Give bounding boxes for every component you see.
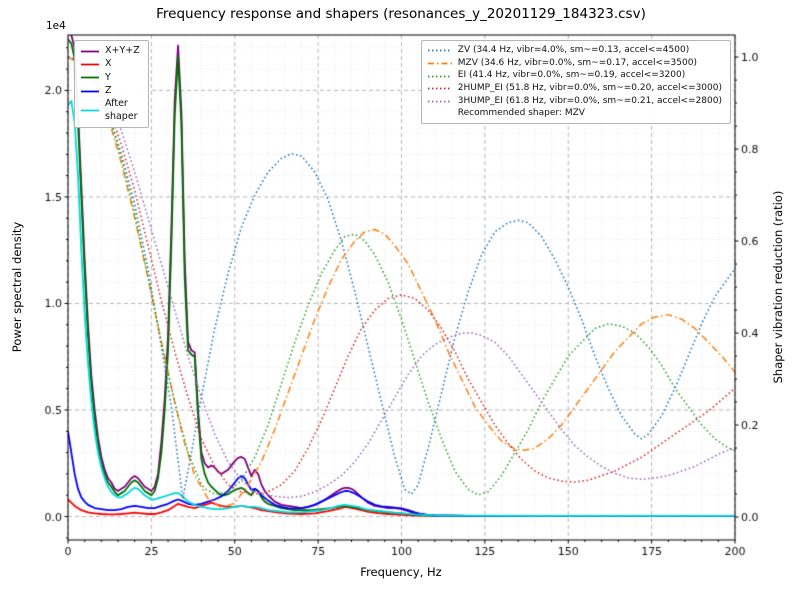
legend-line-sample-icon (427, 62, 452, 65)
legend-line-sample-icon (427, 75, 452, 78)
legend-label: After shaper (105, 98, 138, 122)
legend-line-sample-icon (81, 90, 99, 93)
legend-line-sample-icon (81, 77, 99, 79)
legend-line-sample-icon (427, 100, 452, 103)
recommended-shaper-text: Recommended shaper: MZV (457, 108, 585, 119)
legend-line-sample-icon (81, 109, 99, 112)
x-axis-label: Frequency, Hz (360, 565, 442, 579)
shaper-legend: ZV (34.4 Hz, vibr=4.0%, sm~=0.13, accel<… (420, 40, 731, 125)
legend-label: X+Y+Z (105, 45, 140, 56)
y-axis-left-label: Power spectral density (10, 221, 24, 353)
psd-legend: X+Y+Z X Y Z After shaper (74, 40, 149, 129)
legend-item: 2HUMP_EI (51.8 Hz, vibr=0.0%, sm~=0.20, … (427, 83, 722, 95)
legend-label: X (105, 58, 112, 70)
y-axis-offset-label: 1e4 (46, 20, 66, 32)
chart-title: Frequency response and shapers (resonanc… (156, 6, 646, 22)
legend-line-sample-icon (81, 50, 99, 53)
legend-label: MZV (34.6 Hz, vibr=0.0%, sm~=0.17, accel… (457, 57, 697, 68)
legend-item: After shaper (80, 98, 140, 123)
legend-line-sample-icon (427, 49, 452, 52)
legend-label: ZV (34.4 Hz, vibr=4.0%, sm~=0.13, accel<… (457, 45, 690, 55)
legend-item: ZV (34.4 Hz, vibr=4.0%, sm~=0.13, accel<… (427, 45, 722, 57)
legend-label: Y (105, 71, 111, 83)
legend-item: MZV (34.6 Hz, vibr=0.0%, sm~=0.17, accel… (427, 58, 722, 70)
legend-label: EI (41.4 Hz, vibr=0.0%, sm~=0.19, accel<… (457, 70, 686, 81)
legend-label: Z (105, 85, 112, 97)
legend-item: EI (41.4 Hz, vibr=0.0%, sm~=0.19, accel<… (427, 70, 722, 82)
legend-label: 3HUMP_EI (61.8 Hz, vibr=0.0%, sm~=0.21, … (457, 95, 722, 106)
legend-item: Y (80, 72, 140, 84)
legend-label: 2HUMP_EI (51.8 Hz, vibr=0.0%, sm~=0.20, … (457, 83, 722, 94)
legend-line-sample-icon (427, 88, 452, 90)
legend-item: X (80, 58, 140, 70)
legend-item: 3HUMP_EI (61.8 Hz, vibr=0.0%, sm~=0.21, … (427, 96, 722, 108)
legend-item: Z (80, 85, 140, 97)
legend-line-sample-icon (81, 63, 99, 66)
y-axis-right-label: Shaper vibration reduction (ratio) (771, 190, 785, 384)
legend-item: X+Y+Z (80, 45, 140, 57)
